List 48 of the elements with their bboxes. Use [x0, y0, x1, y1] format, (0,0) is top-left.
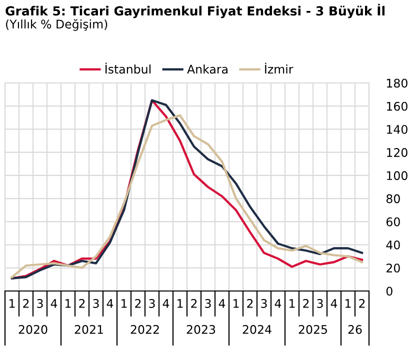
x-tick-label: 4: [330, 299, 338, 308]
chart-subtitle: (Yıllık % Değişim): [6, 19, 108, 31]
x-tick-label: 1: [10, 299, 15, 308]
y-tick-label: 140: [386, 124, 408, 134]
text: 26: [348, 325, 362, 334]
x-tick-label: 1: [234, 299, 239, 308]
x-tick-label: 4: [162, 299, 170, 308]
x-tick-label: 4: [218, 299, 226, 308]
x-tick-label: 1: [178, 299, 183, 308]
y-tick-label: 20: [386, 264, 400, 273]
y-tick-label: 0: [386, 286, 392, 296]
x-tick-label: 4: [106, 299, 114, 308]
text: 2021: [74, 325, 103, 334]
x-tick-label: 2: [23, 299, 29, 308]
x-tick-label: 1: [290, 299, 295, 308]
text: 2023: [186, 325, 216, 334]
y-tick-label: 40: [386, 240, 400, 250]
x-tick-label: 1: [122, 299, 127, 308]
x-tick-label: 3: [149, 299, 155, 308]
x-tick-label: 4: [50, 299, 58, 308]
x-tick-label: 3: [317, 299, 323, 308]
text: 2020: [18, 325, 48, 334]
text: 2024: [242, 325, 272, 334]
x-tick-label: 3: [205, 299, 211, 308]
x-tick-label: 3: [261, 299, 267, 308]
x-tick-label: 1: [66, 299, 71, 308]
x-tick-label: 3: [93, 299, 99, 308]
x-tick-label: 2: [135, 299, 141, 308]
text: 2022: [130, 325, 159, 334]
x-tick-label: 1: [346, 299, 351, 308]
legend-label: İstanbul: [106, 62, 150, 74]
y-tick-label: 100: [386, 171, 408, 180]
x-tick-label: 4: [274, 299, 282, 308]
chart-title: Grafik 5: Ticari Gayrimenkul Fiyat Endeksi - 3 Büyük İl: [6, 4, 385, 18]
x-tick-label: 2: [303, 299, 309, 308]
legend-label: Ankara: [187, 64, 228, 74]
y-tick-label: 60: [386, 217, 400, 226]
y-tick-label: 120: [386, 148, 408, 157]
y-tick-label: 160: [386, 102, 408, 111]
x-tick-label: 2: [191, 299, 197, 308]
x-tick-label: 2: [247, 299, 253, 308]
y-tick-label: 180: [386, 78, 408, 88]
y-tick-label: 80: [386, 194, 400, 204]
x-tick-label: 3: [37, 299, 43, 308]
x-tick-label: 2: [359, 299, 365, 308]
x-tick-label: 2: [79, 299, 85, 308]
legend-label: İzmir: [265, 62, 294, 74]
text: 2025: [298, 325, 327, 334]
